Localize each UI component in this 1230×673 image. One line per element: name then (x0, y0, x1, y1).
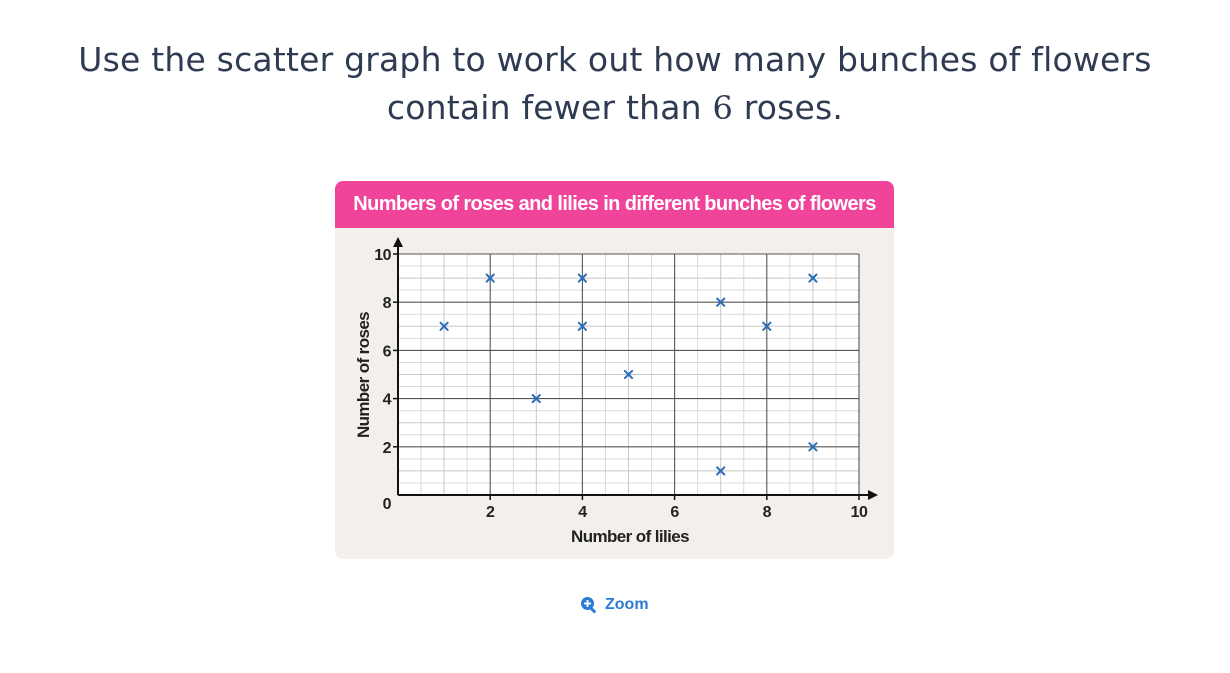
data-point (808, 442, 818, 452)
data-point-stroke (716, 297, 726, 307)
data-point-stroke (485, 273, 495, 283)
question-line-1: Use the scatter graph to work out how ma… (78, 40, 1152, 79)
data-point-stroke (808, 273, 818, 283)
data-point-stroke (716, 466, 726, 476)
question-number: 6 (712, 89, 733, 127)
y-tick-label: 6 (383, 343, 392, 360)
y-axis-label: Number of roses (354, 312, 373, 438)
question-text: Use the scatter graph to work out how ma… (0, 36, 1230, 132)
data-point-stroke (808, 442, 818, 452)
data-point (439, 321, 449, 331)
zoom-label: Zoom (605, 596, 649, 613)
zoom-button[interactable]: Zoom (580, 593, 649, 617)
data-point (716, 297, 726, 307)
data-point-stroke (623, 369, 634, 380)
data-point-stroke (762, 321, 772, 331)
question-line-2-start: contain fewer than (386, 88, 713, 127)
question-line-2-end: roses. (733, 88, 844, 127)
x-tick-label: 2 (486, 504, 495, 521)
x-axis-label: Number of lilies (571, 527, 689, 546)
y-tick-label: 10 (374, 247, 391, 264)
chart-card: Numbers of roses and lilies in different… (335, 181, 894, 559)
data-point (762, 321, 772, 331)
axes (393, 237, 878, 500)
tick-labels: 2 4 6 8 10 2 4 6 8 10 0 (374, 247, 868, 521)
origin-label: 0 (383, 496, 392, 513)
x-tick-label: 8 (763, 504, 772, 521)
data-point-stroke (577, 273, 587, 283)
y-tick-label: 8 (383, 295, 392, 312)
x-axis-arrow (868, 490, 878, 500)
scatter-plot: 2 4 6 8 10 2 4 6 8 10 0 Number of lilies Number of… (354, 237, 878, 546)
minor-gridlines (398, 254, 859, 495)
zoom-in-icon (581, 597, 596, 614)
y-tick-label: 4 (383, 392, 392, 409)
data-point-stroke (439, 321, 449, 331)
data-point (623, 369, 634, 380)
major-gridlines (398, 253, 860, 495)
chart-title: Numbers of roses and lilies in different… (335, 181, 894, 228)
data-point-stroke (531, 394, 541, 404)
data-point (716, 466, 726, 476)
x-tick-label: 4 (578, 504, 587, 521)
data-point (531, 394, 541, 404)
x-tick-label: 10 (851, 504, 868, 521)
question-line-2: contain fewer than 6 roses. (0, 84, 1230, 132)
data-point (577, 321, 587, 331)
x-tick-label: 6 (670, 504, 679, 521)
data-point (577, 273, 587, 283)
data-points (439, 273, 818, 476)
y-axis-arrow (393, 237, 403, 247)
data-point (485, 273, 495, 283)
data-point (808, 273, 818, 283)
y-tick-label: 2 (383, 440, 392, 457)
data-point-stroke (577, 321, 587, 331)
